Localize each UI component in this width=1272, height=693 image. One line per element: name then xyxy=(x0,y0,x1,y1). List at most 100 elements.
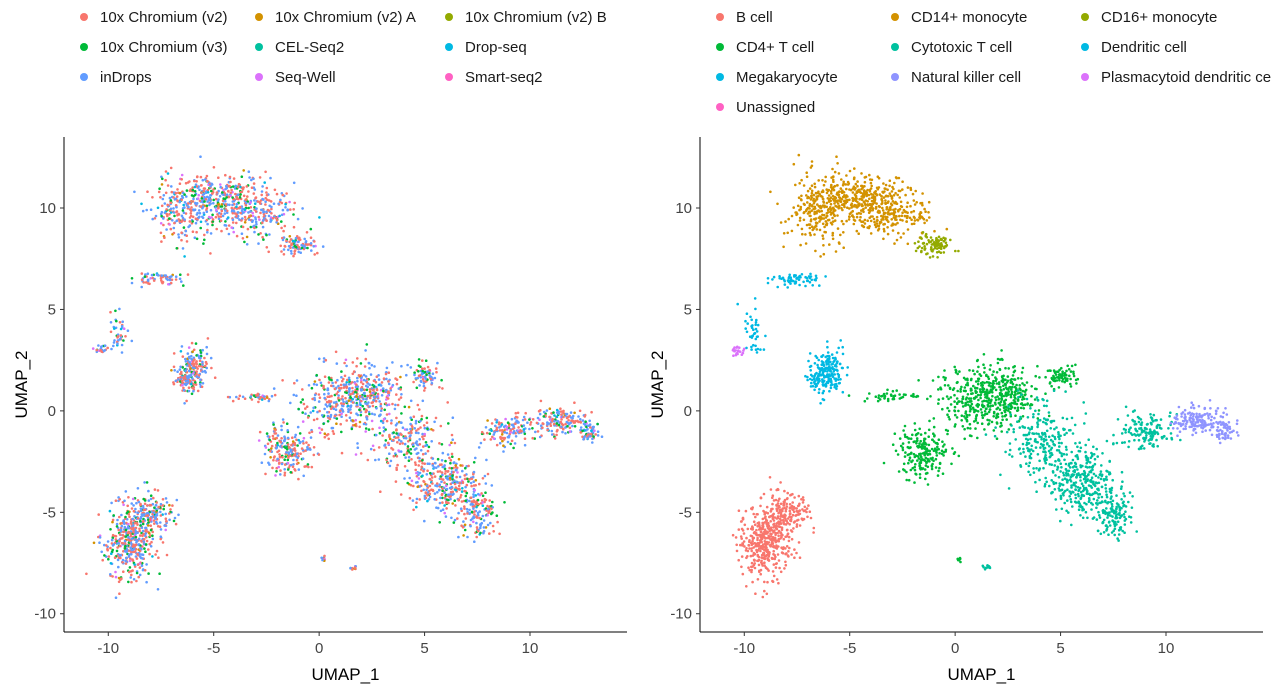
data-point xyxy=(871,208,874,212)
data-point xyxy=(408,476,412,480)
right-legend-item: Plasmacytoid dendritic cell xyxy=(1081,66,1272,90)
data-point xyxy=(417,464,421,467)
data-point xyxy=(200,385,204,389)
data-point xyxy=(337,399,341,402)
data-point xyxy=(550,433,554,436)
data-point xyxy=(755,318,758,322)
data-point xyxy=(919,211,922,214)
data-point xyxy=(808,226,812,230)
data-point xyxy=(110,552,113,555)
data-point xyxy=(406,445,410,448)
data-point xyxy=(163,211,167,214)
data-point xyxy=(824,175,827,179)
data-point xyxy=(283,458,287,462)
data-point xyxy=(818,192,821,196)
data-point xyxy=(203,364,207,368)
data-point xyxy=(481,494,485,498)
data-point xyxy=(954,423,957,426)
data-point xyxy=(124,528,128,532)
data-point xyxy=(286,208,289,212)
data-point xyxy=(478,516,481,520)
data-point xyxy=(276,457,279,461)
data-point xyxy=(833,219,837,222)
data-point xyxy=(176,213,179,217)
data-point xyxy=(320,428,324,431)
data-point xyxy=(265,396,269,399)
data-point xyxy=(820,363,823,367)
data-point xyxy=(535,421,539,425)
data-point xyxy=(447,498,450,502)
data-point xyxy=(388,464,392,468)
data-point xyxy=(159,212,163,216)
legend-label: CEL-Seq2 xyxy=(275,39,345,56)
data-point xyxy=(181,247,185,250)
data-point xyxy=(750,348,753,351)
data-point xyxy=(111,548,114,552)
data-point xyxy=(337,394,340,397)
data-point xyxy=(904,210,908,214)
data-point xyxy=(876,399,880,403)
data-point xyxy=(479,524,482,527)
data-point xyxy=(414,463,418,467)
data-point xyxy=(796,204,800,208)
data-point xyxy=(300,447,304,450)
data-point xyxy=(212,166,216,169)
data-point xyxy=(133,190,136,194)
data-point xyxy=(130,573,133,577)
data-point xyxy=(132,504,135,507)
data-point xyxy=(319,381,323,385)
data-point xyxy=(306,463,310,466)
data-point xyxy=(353,566,357,569)
data-point xyxy=(416,451,420,455)
data-point xyxy=(792,162,796,166)
data-point xyxy=(345,400,348,403)
data-point xyxy=(267,399,271,403)
data-point xyxy=(184,379,188,383)
data-point xyxy=(116,558,120,562)
data-point xyxy=(363,388,367,392)
data-point xyxy=(304,246,307,250)
data-point xyxy=(933,229,936,233)
data-point xyxy=(126,510,130,513)
data-point xyxy=(302,436,306,440)
data-point xyxy=(345,419,349,422)
data-point xyxy=(385,377,388,381)
data-point xyxy=(281,238,285,242)
data-point xyxy=(129,520,133,524)
data-point xyxy=(260,193,264,197)
data-point xyxy=(510,439,514,443)
data-point xyxy=(189,212,193,215)
data-point xyxy=(245,185,249,188)
data-point xyxy=(415,447,418,450)
data-point xyxy=(364,427,368,430)
data-point xyxy=(127,580,130,584)
data-point xyxy=(506,421,510,425)
data-point xyxy=(744,319,747,323)
data-point xyxy=(193,193,197,197)
data-point xyxy=(809,385,813,388)
data-point xyxy=(136,552,139,556)
data-point xyxy=(869,232,873,235)
data-point xyxy=(921,192,924,195)
data-point xyxy=(349,411,353,415)
data-point xyxy=(550,429,554,433)
data-point xyxy=(546,421,549,424)
data-point xyxy=(459,464,462,467)
data-point xyxy=(189,214,193,218)
data-point xyxy=(579,426,583,429)
data-point xyxy=(127,535,130,539)
data-point xyxy=(269,450,272,453)
data-point xyxy=(504,417,507,421)
data-point xyxy=(122,542,125,545)
data-point xyxy=(403,477,406,480)
legend-swatch-icon xyxy=(716,103,724,112)
data-point xyxy=(904,193,907,197)
data-point xyxy=(152,279,156,282)
data-point xyxy=(109,321,113,324)
data-point xyxy=(399,396,403,399)
data-point xyxy=(384,372,388,376)
data-point xyxy=(190,382,193,386)
data-point xyxy=(279,445,282,448)
data-point xyxy=(520,429,523,433)
data-point xyxy=(177,513,180,517)
